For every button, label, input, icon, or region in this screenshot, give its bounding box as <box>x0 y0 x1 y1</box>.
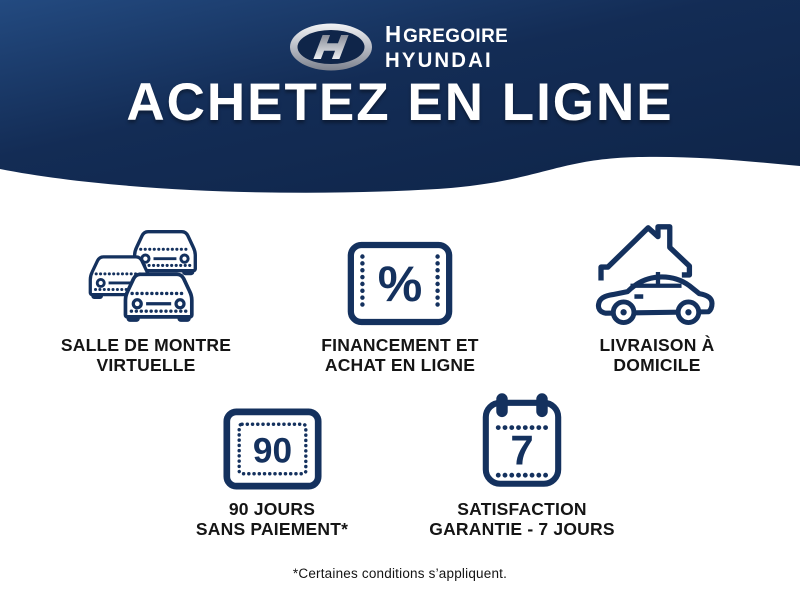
feature-label-line1: SATISFACTION <box>457 499 587 519</box>
percent-coupon-icon: % <box>347 241 453 326</box>
dealer-name-line: H GREGOIRE <box>385 21 508 48</box>
feature-label-line2: SANS PAIEMENT* <box>195 519 349 539</box>
percent-symbol: % <box>378 256 423 312</box>
dealer-name-text: GREGOIRE <box>403 25 509 47</box>
house-car-icon <box>595 224 715 326</box>
feature-virtual-showroom: SALLE DE MONTRE VIRTUELLE <box>25 206 267 375</box>
cars-icon <box>88 230 197 322</box>
feature-icon-box: 90 <box>222 384 322 490</box>
feature-icon-box: % <box>347 206 453 326</box>
feature-label: SATISFACTION GARANTIE - 7 JOURS <box>429 499 614 539</box>
feature-icon-box: 7 <box>482 384 562 490</box>
feature-icon-box <box>593 206 721 326</box>
dealer-wordmark: H GREGOIRE HYUNDAI <box>385 21 512 73</box>
disclaimer-text: *Certaines conditions s’appliquent. <box>292 566 508 581</box>
ninety-number: 90 <box>252 431 291 470</box>
feature-label-line2: GARANTIE - 7 JOURS <box>429 519 615 539</box>
feature-label: FINANCEMENT ET ACHAT EN LIGNE <box>321 335 478 375</box>
feature-home-delivery: LIVRAISON À DOMICILE <box>537 206 777 375</box>
feature-label: 90 JOURS SANS PAIEMENT* <box>196 499 348 539</box>
feature-label-line2: DOMICILE <box>613 355 701 375</box>
brand-logo-row: H GREGOIRE HYUNDAI <box>0 21 800 73</box>
feature-label-line2: VIRTUELLE <box>96 355 196 375</box>
ninety-days-plaque-icon: 90 <box>222 408 322 490</box>
header-wave-background <box>0 0 800 193</box>
feature-label-line1: LIVRAISON À <box>599 335 715 355</box>
feature-label: SALLE DE MONTRE VIRTUELLE <box>61 335 231 375</box>
feature-online-financing: % FINANCEMENT ET ACHAT EN LIGNE <box>280 206 520 375</box>
feature-label: LIVRAISON À DOMICILE <box>600 335 715 375</box>
feature-90-days-no-payment: 90 90 JOURS SANS PAIEMENT* <box>152 384 392 539</box>
page-title: ACHETEZ EN LIGNE <box>126 73 674 132</box>
feature-satisfaction-guarantee: 7 SATISFACTION GARANTIE - 7 JOURS <box>402 384 642 539</box>
make-name-text: HYUNDAI <box>385 49 493 72</box>
dealer-h-mark: H <box>385 21 401 47</box>
feature-label-line1: 90 JOURS <box>228 499 316 519</box>
seven-number: 7 <box>510 427 533 474</box>
feature-label-line2: ACHAT EN LIGNE <box>324 355 476 375</box>
calendar-icon: 7 <box>482 393 562 487</box>
feature-label-line1: SALLE DE MONTRE <box>60 335 232 355</box>
feature-icon-box <box>87 206 205 326</box>
hyundai-oval-icon <box>290 23 373 71</box>
feature-label-line1: FINANCEMENT ET <box>321 335 479 355</box>
